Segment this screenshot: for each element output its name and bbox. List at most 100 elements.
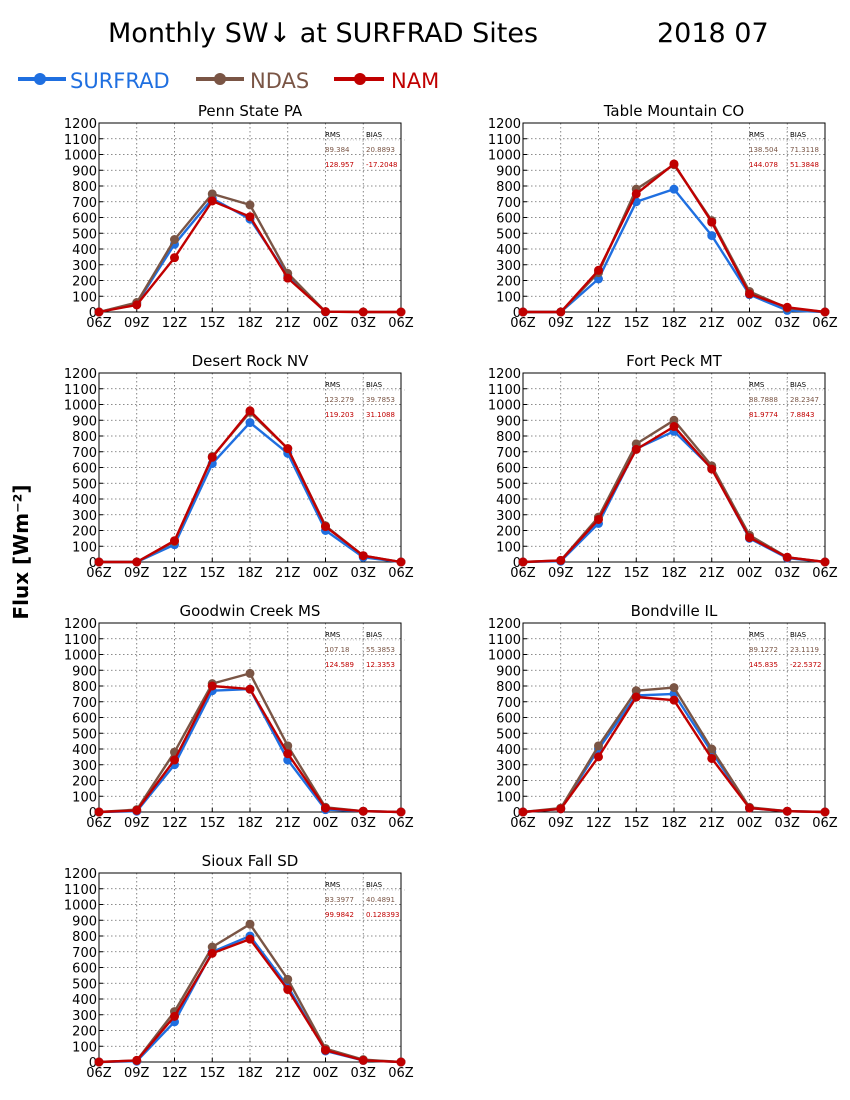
data-point-nam (396, 807, 406, 817)
stats-header-rms: RMS (325, 381, 341, 389)
ndas-rms: 89.1272 (749, 646, 778, 654)
x-tick-label: 21Z (699, 816, 725, 831)
data-point-nam (396, 1057, 406, 1067)
nam-bias: 7.8843 (790, 411, 815, 419)
x-tick-label: 21Z (275, 566, 301, 581)
legend-marker-surfrad (34, 73, 46, 85)
y-tick-label: 300 (72, 759, 97, 774)
data-point-surfrad (245, 418, 255, 428)
y-tick-label: 700 (72, 946, 97, 961)
data-point-nam (745, 289, 754, 299)
x-tick-label: 00Z (737, 566, 763, 581)
data-point-nam (170, 253, 179, 263)
x-tick-label: 21Z (275, 1066, 301, 1081)
legend-marker-nam (354, 73, 366, 85)
data-point-nam (321, 307, 330, 317)
data-point-nam (283, 444, 293, 454)
data-point-nam (94, 557, 104, 567)
y-tick-label: 200 (72, 275, 97, 290)
data-point-nam (782, 552, 792, 562)
ndas-bias: 71.3118 (790, 146, 819, 154)
x-tick-label: 09Z (548, 816, 574, 831)
y-tick-label: 1000 (64, 399, 97, 414)
nam-bias: 12.3353 (366, 661, 395, 669)
data-point-nam (207, 196, 217, 206)
nam-rms: 81.9774 (749, 411, 778, 419)
y-tick-label: 1200 (64, 867, 97, 882)
data-point-nam (132, 300, 142, 310)
data-point-nam (556, 804, 566, 814)
panel-title: Fort Peck MT (626, 352, 722, 370)
y-tick-label: 500 (496, 227, 521, 242)
y-tick-label: 500 (496, 727, 521, 742)
x-tick-label: 15Z (200, 816, 226, 831)
y-tick-label: 1100 (488, 633, 521, 648)
stats-header-rms: RMS (749, 631, 765, 639)
y-tick-label: 800 (72, 680, 97, 695)
y-tick-label: 700 (496, 196, 521, 211)
panel-fort-peck-mt: Fort Peck MT 0100200300400500600700800900… (488, 352, 838, 581)
x-tick-label: 00Z (313, 1066, 339, 1081)
panel-title: Desert Rock NV (192, 352, 309, 370)
y-tick-label: 300 (496, 759, 521, 774)
legend-item-ndas: NDAS (196, 69, 309, 93)
ndas-rms: 107.18 (325, 646, 350, 654)
panel-title: Bondville IL (631, 602, 718, 620)
y-tick-label: 700 (72, 696, 97, 711)
x-tick-label: 21Z (275, 316, 301, 331)
y-tick-label: 200 (496, 525, 521, 540)
data-point-nam (396, 557, 406, 567)
x-tick-label: 21Z (275, 816, 301, 831)
data-point-nam (782, 806, 792, 816)
data-point-nam (245, 684, 255, 694)
data-point-surfrad (669, 184, 679, 194)
y-tick-label: 0 (89, 556, 97, 571)
series-surfrad (518, 689, 830, 817)
x-tick-label: 06Z (812, 566, 838, 581)
data-point-nam (132, 805, 142, 815)
data-point-ndas (283, 974, 293, 984)
data-point-nam (669, 422, 679, 432)
ndas-bias: 40.4891 (366, 896, 395, 904)
x-tick-label: 06Z (510, 316, 536, 331)
y-tick-label: 700 (496, 446, 521, 461)
x-tick-label: 00Z (737, 816, 763, 831)
data-point-nam (518, 557, 528, 567)
nam-bias: 31.1088 (366, 411, 395, 419)
y-tick-label: 800 (496, 180, 521, 195)
x-tick-label: 15Z (200, 1066, 226, 1081)
data-point-nam (358, 806, 368, 816)
data-point-nam (631, 189, 641, 199)
data-point-nam (594, 265, 603, 275)
y-tick-label: 800 (72, 180, 97, 195)
y-tick-label: 0 (89, 1056, 97, 1071)
data-point-nam (132, 557, 142, 567)
y-tick-label: 800 (496, 680, 521, 695)
x-tick-label: 18Z (237, 316, 263, 331)
series-line-ndas (99, 411, 402, 564)
y-tick-label: 900 (496, 414, 521, 429)
x-tick-label: 06Z (812, 816, 838, 831)
data-point-nam (207, 681, 217, 691)
ndas-rms: 138.504 (749, 146, 778, 154)
stats-header-rms: RMS (749, 381, 765, 389)
y-tick-label: 600 (496, 462, 521, 477)
y-tick-label: 400 (496, 493, 521, 508)
y-tick-label: 700 (496, 696, 521, 711)
data-point-ndas (594, 741, 603, 751)
y-tick-label: 100 (496, 290, 521, 305)
data-point-nam (669, 159, 679, 169)
stats-header-bias: BIAS (366, 881, 383, 889)
x-tick-label: 03Z (351, 566, 377, 581)
stats-box: RMS BIAS 89.384 20.8893 128.957 -17.2048 (323, 129, 405, 171)
stats-header-rms: RMS (325, 881, 341, 889)
y-tick-label: 900 (496, 164, 521, 179)
y-tick-label: 200 (72, 1025, 97, 1040)
y-tick-label: 1000 (64, 649, 97, 664)
y-tick-label: 500 (72, 977, 97, 992)
x-tick-label: 12Z (162, 566, 188, 581)
y-tick-label: 100 (72, 290, 97, 305)
x-tick-label: 06Z (86, 816, 112, 831)
series-nam (518, 422, 830, 567)
series-line-ndas (522, 686, 826, 814)
